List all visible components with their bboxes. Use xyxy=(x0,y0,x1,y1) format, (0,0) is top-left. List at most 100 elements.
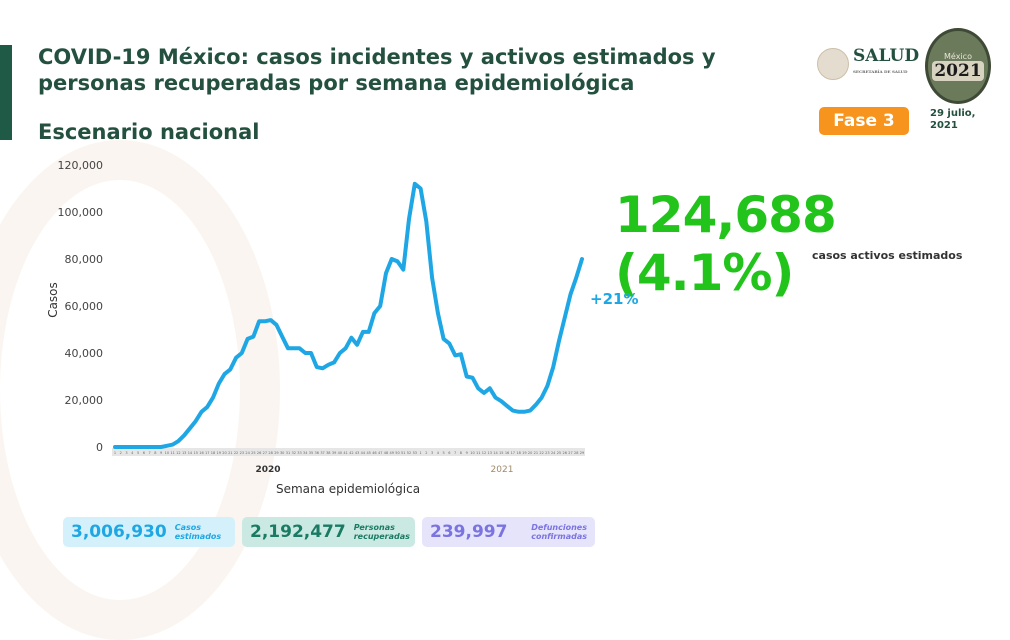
x-tick-label: 23 xyxy=(545,451,549,455)
x-tick-label: 6 xyxy=(143,451,145,455)
x-tick-label: 2 xyxy=(120,451,122,455)
y-tick-label: 20,000 xyxy=(65,394,104,407)
x-tick-label: 7 xyxy=(148,451,150,455)
y-tick-label: 60,000 xyxy=(65,300,104,313)
x-tick-label: 17 xyxy=(511,451,515,455)
x-tick-label: 20 xyxy=(222,451,226,455)
x-axis-label: Semana epidemiológica xyxy=(276,482,420,496)
x-tick-label: 5 xyxy=(443,451,445,455)
x-tick-label: 27 xyxy=(263,451,267,455)
x-tick-label: 14 xyxy=(188,451,193,455)
x-tick-label: 15 xyxy=(499,451,503,455)
x-tick-label: 50 xyxy=(395,451,399,455)
y-tick-label: 40,000 xyxy=(65,347,104,360)
x-tick-label: 46 xyxy=(372,451,376,455)
x-tick-label: 24 xyxy=(245,451,250,455)
x-tick-label: 30 xyxy=(280,451,284,455)
x-tick-label: 52 xyxy=(407,451,411,455)
x-tick-label: 9 xyxy=(160,451,162,455)
x-tick-label: 45 xyxy=(366,451,370,455)
x-tick-label: 25 xyxy=(251,451,255,455)
year-label-2021: 2021 xyxy=(491,465,514,475)
x-tick-label: 19 xyxy=(217,451,221,455)
x-tick-label: 2 xyxy=(425,451,427,455)
x-tick-label: 28 xyxy=(574,451,578,455)
x-tick-label: 12 xyxy=(482,451,486,455)
x-tick-label: 27 xyxy=(568,451,572,455)
x-tick-label: 43 xyxy=(355,451,359,455)
x-tick-label: 22 xyxy=(234,451,238,455)
x-tick-label: 41 xyxy=(343,451,347,455)
card-defunciones: 239,997 Defunciones confirmadas xyxy=(422,517,595,547)
x-tick-label: 44 xyxy=(361,451,366,455)
x-tick-label: 32 xyxy=(291,451,295,455)
card-label: Casos estimados xyxy=(175,523,225,541)
x-tick-label: 19 xyxy=(522,451,526,455)
x-tick-label: 47 xyxy=(378,451,382,455)
x-tick-label: 17 xyxy=(205,451,209,455)
x-tick-label: 39 xyxy=(332,451,336,455)
y-tick-label: 80,000 xyxy=(65,253,104,266)
x-tick-label: 16 xyxy=(199,451,203,455)
x-tick-label: 31 xyxy=(286,451,290,455)
x-tick-label: 1 xyxy=(114,451,116,455)
x-tick-label: 11 xyxy=(476,451,480,455)
x-tick-label: 18 xyxy=(211,451,215,455)
series-line-casos xyxy=(115,184,582,447)
x-tick-label: 13 xyxy=(182,451,186,455)
x-tick-label: 21 xyxy=(228,451,232,455)
x-tick-label: 49 xyxy=(390,451,394,455)
x-tick-label: 33 xyxy=(297,451,301,455)
card-label: Personas recuperadas xyxy=(354,523,410,541)
card-value: 2,192,477 xyxy=(250,522,346,542)
x-tick-label: 8 xyxy=(460,451,462,455)
change-percent: +21% xyxy=(590,290,638,308)
x-tick-label: 20 xyxy=(528,451,532,455)
x-tick-label: 16 xyxy=(505,451,509,455)
x-tick-label: 42 xyxy=(349,451,353,455)
x-tick-label: 34 xyxy=(303,451,308,455)
card-value: 239,997 xyxy=(430,522,507,542)
x-tick-label: 7 xyxy=(454,451,456,455)
y-tick-label: 120,000 xyxy=(58,159,104,172)
x-tick-label: 3 xyxy=(431,451,433,455)
x-tick-label: 13 xyxy=(488,451,492,455)
x-tick-label: 35 xyxy=(309,451,313,455)
x-tick-label: 28 xyxy=(268,451,272,455)
x-tick-label: 40 xyxy=(338,451,342,455)
card-casos: 3,006,930 Casos estimados xyxy=(63,517,235,547)
x-tick-label: 15 xyxy=(193,451,197,455)
y-tick-label: 100,000 xyxy=(58,206,104,219)
x-tick-label: 29 xyxy=(274,451,278,455)
y-axis-label: Casos xyxy=(46,282,60,318)
x-tick-label: 26 xyxy=(257,451,261,455)
x-tick-label: 23 xyxy=(240,451,244,455)
active-cases-value: 124,688 (4.1%) xyxy=(615,186,1010,302)
x-tick-label: 10 xyxy=(165,451,169,455)
x-tick-label: 1 xyxy=(419,451,421,455)
x-tick-label: 18 xyxy=(516,451,520,455)
x-tick-label: 29 xyxy=(580,451,584,455)
x-tick-label: 14 xyxy=(493,451,498,455)
x-tick-label: 38 xyxy=(326,451,330,455)
x-tick-label: 22 xyxy=(539,451,543,455)
card-recuperados: 2,192,477 Personas recuperadas xyxy=(242,517,415,547)
active-cases-label: casos activos estimados xyxy=(812,249,962,262)
x-tick-label: 10 xyxy=(470,451,474,455)
x-tick-label: 36 xyxy=(315,451,319,455)
x-tick-label: 53 xyxy=(413,451,417,455)
x-tick-label: 3 xyxy=(125,451,127,455)
year-label-2020: 2020 xyxy=(255,465,280,475)
x-tick-label: 26 xyxy=(562,451,566,455)
x-tick-label: 5 xyxy=(137,451,139,455)
x-tick-label: 51 xyxy=(401,451,405,455)
x-tick-label: 8 xyxy=(154,451,156,455)
card-label: Defunciones confirmadas xyxy=(517,523,587,541)
x-tick-label: 48 xyxy=(384,451,388,455)
x-tick-label: 37 xyxy=(320,451,324,455)
x-tick-label: 25 xyxy=(557,451,561,455)
x-tick-label: 11 xyxy=(170,451,174,455)
y-tick-label: 0 xyxy=(96,441,103,454)
x-tick-label: 6 xyxy=(448,451,450,455)
x-tick-label: 12 xyxy=(176,451,180,455)
